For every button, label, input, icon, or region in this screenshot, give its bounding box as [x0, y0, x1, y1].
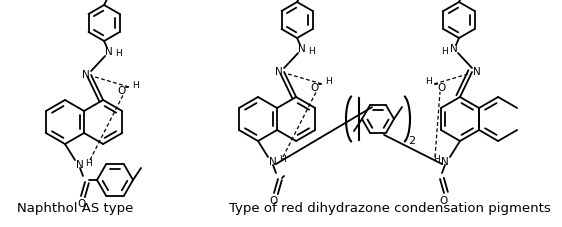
Text: H: H [442, 47, 448, 55]
Text: O: O [310, 83, 318, 93]
Text: N: N [275, 67, 283, 77]
Text: N: N [450, 44, 458, 54]
Text: H: H [325, 77, 332, 86]
Text: O: O [77, 199, 85, 209]
Text: N: N [298, 44, 306, 54]
Text: H: H [433, 155, 439, 165]
Text: H: H [115, 49, 121, 59]
Text: N: N [76, 160, 84, 170]
Text: N: N [441, 157, 449, 167]
Text: Naphthol AS type: Naphthol AS type [17, 202, 133, 215]
Text: H: H [279, 155, 285, 165]
Text: O: O [270, 196, 278, 206]
Text: H: H [132, 81, 138, 89]
Text: H: H [308, 47, 315, 55]
Text: N: N [82, 70, 90, 80]
Text: O: O [438, 83, 446, 93]
Text: Type of red dihydrazone condensation pigments: Type of red dihydrazone condensation pig… [229, 202, 551, 215]
Text: O: O [117, 86, 125, 96]
Text: N: N [269, 157, 277, 167]
Text: 2: 2 [409, 136, 415, 146]
Text: O: O [440, 196, 448, 206]
Text: N: N [105, 47, 113, 57]
Text: N: N [473, 67, 481, 77]
Text: H: H [85, 158, 92, 168]
Text: H: H [425, 77, 432, 86]
